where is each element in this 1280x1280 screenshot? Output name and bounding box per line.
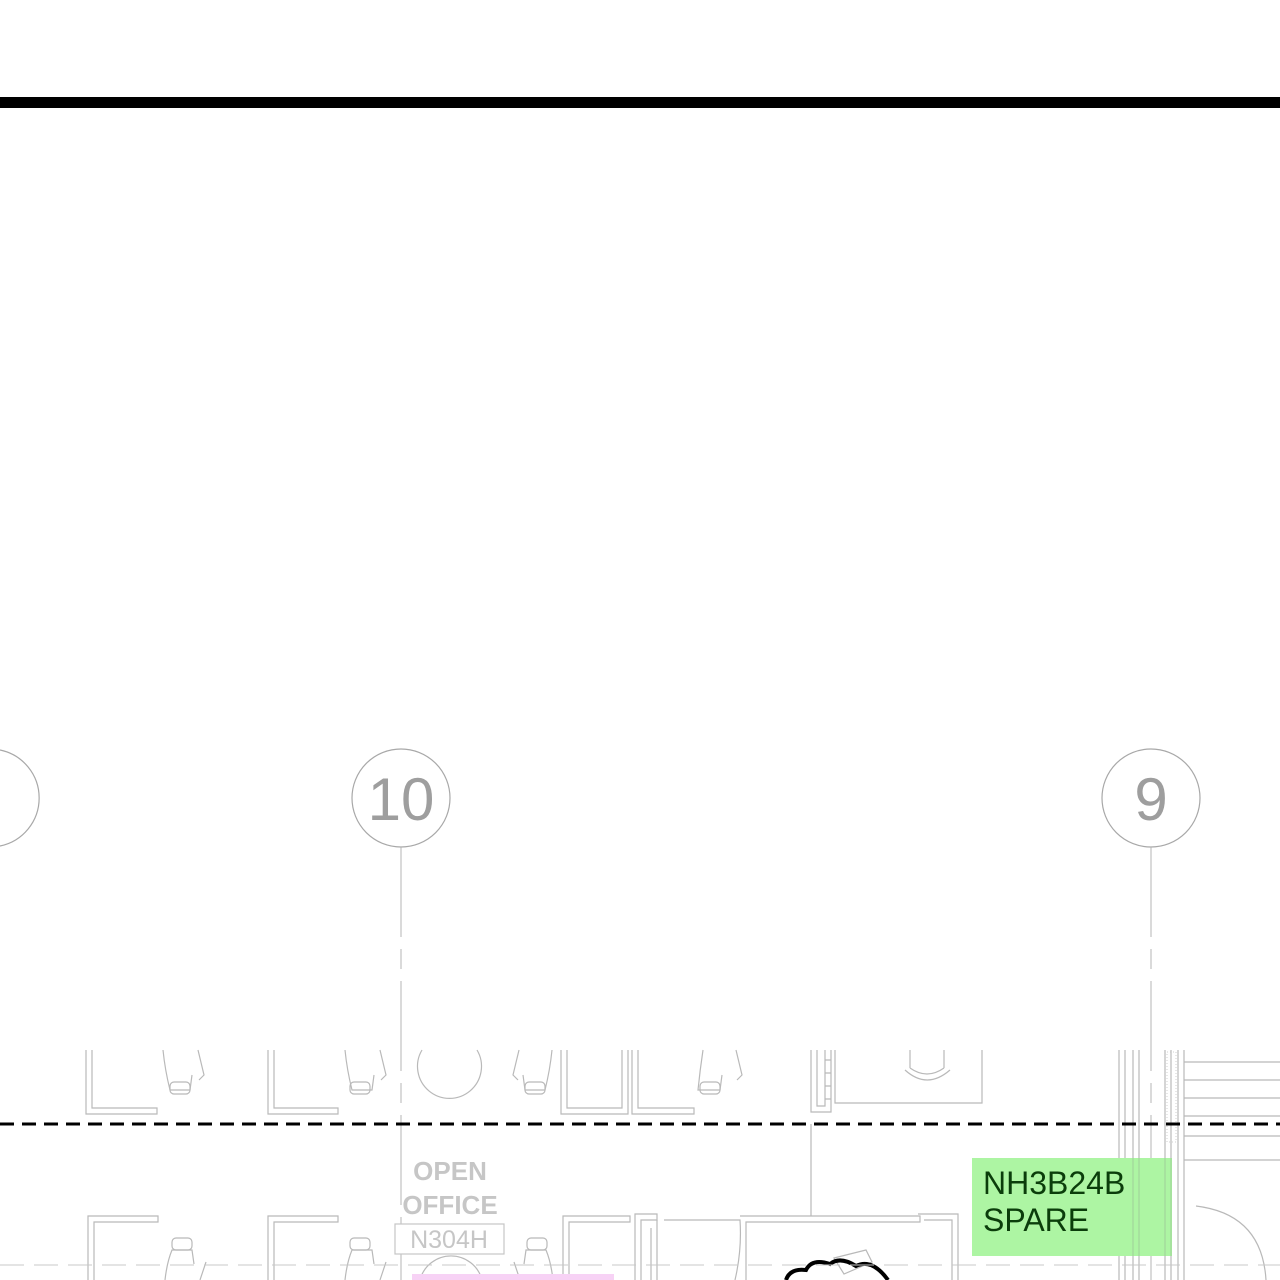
grid-bubble-10-label: 10 bbox=[368, 766, 435, 833]
grid-bubble-10: 10 bbox=[351, 748, 451, 848]
equipment-tag: NH3B24B SPARE bbox=[972, 1158, 1172, 1256]
room-label-open-office: OPEN OFFICE N304H bbox=[394, 1156, 505, 1255]
workstations-upper-row bbox=[85, 1049, 743, 1115]
room-number-box bbox=[394, 1223, 505, 1255]
room-number: N304H bbox=[410, 1226, 488, 1254]
grid-bubble-9-label: 9 bbox=[1134, 766, 1167, 833]
workstations-lower-row bbox=[87, 1215, 631, 1280]
heavy-boundary-line bbox=[0, 97, 1280, 108]
equipment-tag-status: SPARE bbox=[983, 1202, 1089, 1238]
room-name-line2: OFFICE bbox=[402, 1190, 497, 1220]
room-name-line1: OPEN bbox=[413, 1156, 487, 1186]
revision-cloud bbox=[784, 1258, 890, 1280]
storage-unit-upper bbox=[810, 1050, 983, 1113]
equipment-tag-id: NH3B24B bbox=[983, 1165, 1125, 1201]
pink-zone-marker bbox=[412, 1274, 614, 1280]
grid-bubble-9: 9 bbox=[1101, 748, 1201, 848]
wall-lines-overlay bbox=[1132, 1158, 1172, 1256]
wall-door-segment bbox=[634, 1213, 959, 1280]
door-swing bbox=[1195, 1205, 1267, 1280]
grid-bubble-partial bbox=[0, 749, 40, 847]
